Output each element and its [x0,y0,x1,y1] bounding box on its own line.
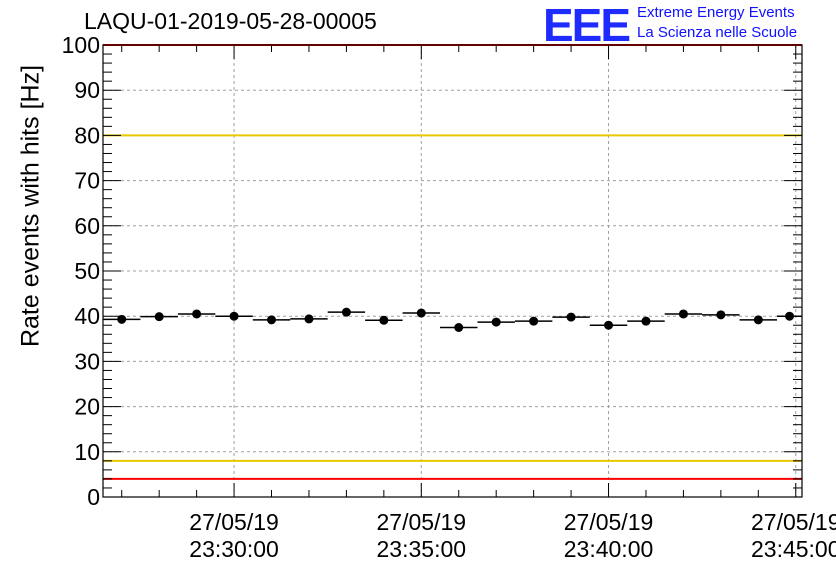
data-point [566,312,576,322]
data-point [379,315,389,325]
data-point [416,308,426,318]
data-point [785,311,795,321]
x-tick-label-date: 27/05/19 [377,509,467,535]
data-point [604,320,614,330]
x-tick-label-time: 23:30:00 [189,536,279,562]
y-tick-label: 70 [74,168,100,194]
data-point [154,312,164,322]
chart-title: LAQU-01-2019-05-28-00005 [84,8,377,34]
x-tick-label-time: 23:45:00 [751,536,836,562]
data-point [304,314,314,324]
data-point [678,309,688,319]
y-tick-label: 50 [74,258,100,284]
y-tick-label: 90 [74,77,100,103]
logo-text-line2: La Scienza nelle Scuole [637,24,798,41]
y-tick-label: 0 [87,484,100,510]
data-point [641,316,651,326]
plot-frame [102,44,803,498]
y-tick-label: 100 [62,32,100,58]
data-point [529,316,539,326]
data-point [267,315,277,325]
x-tick-label-date: 27/05/19 [751,509,836,535]
y-tick-label: 60 [74,213,100,239]
y-tick-label: 80 [74,122,100,148]
data-point [229,311,239,321]
data-point [491,317,501,327]
data-point [716,310,726,320]
x-tick-label-date: 27/05/19 [189,509,279,535]
data-points [103,307,802,332]
grid-lines [103,45,802,497]
data-point [753,315,763,325]
data-point [454,323,464,332]
reference-lines [103,44,802,480]
x-tick-label-date: 27/05/19 [564,509,654,535]
x-tick-label-time: 23:40:00 [564,536,654,562]
y-tick-label: 40 [74,303,100,329]
data-point [192,309,202,319]
data-point [117,314,127,324]
data-point [341,307,351,317]
tick-labels: 010203040506070809010027/05/1923:30:0027… [62,32,836,562]
y-tick-label: 20 [74,394,100,420]
logo-text-line1: Extreme Energy Events [637,4,795,21]
x-tick-label-time: 23:35:00 [377,536,467,562]
y-tick-label: 10 [74,439,100,465]
eee-logo: EEE [543,0,631,51]
y-tick-label: 30 [74,348,100,374]
